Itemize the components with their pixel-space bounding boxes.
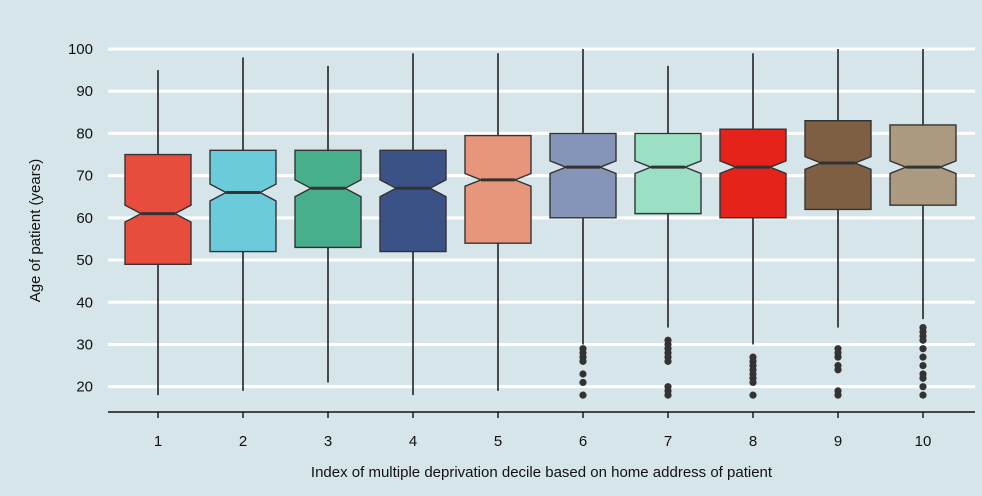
box-group-8 xyxy=(719,53,787,399)
box-group-9 xyxy=(804,49,872,399)
x-tick-label-9: 9 xyxy=(834,433,842,450)
box-group-10 xyxy=(889,49,957,399)
x-tick-label-2: 2 xyxy=(239,433,247,450)
outlier-10-5 xyxy=(919,353,927,361)
box-8 xyxy=(719,128,787,219)
outlier-10-4 xyxy=(919,345,927,353)
x-tick-label-5: 5 xyxy=(494,433,502,450)
outlier-8-6 xyxy=(749,378,757,387)
x-tick-label-10: 10 xyxy=(915,433,932,450)
y-tick-label-50: 50 xyxy=(76,252,93,269)
outlier-7-8 xyxy=(664,391,672,399)
box-group-5 xyxy=(464,53,532,391)
x-tick-label-3: 3 xyxy=(324,433,332,450)
box-3 xyxy=(294,149,362,249)
x-axis-label: Index of multiple deprivation decile bas… xyxy=(311,464,773,481)
y-tick-label-60: 60 xyxy=(76,210,93,227)
boxes xyxy=(124,49,957,399)
box-group-3 xyxy=(294,65,362,383)
x-tick-label-7: 7 xyxy=(664,433,672,450)
box-7 xyxy=(634,132,702,215)
outlier-9-2 xyxy=(834,353,842,361)
y-tick-label-90: 90 xyxy=(76,83,93,100)
y-tick-label-40: 40 xyxy=(76,294,93,311)
x-tick-label-4: 4 xyxy=(409,433,417,450)
box-2 xyxy=(209,149,277,253)
x-tick-label-6: 6 xyxy=(579,433,587,450)
outlier-6-3 xyxy=(579,357,587,365)
outlier-9-4 xyxy=(834,366,842,374)
outlier-10-8 xyxy=(919,374,927,382)
y-tick-label-20: 20 xyxy=(76,379,93,396)
outlier-10-10 xyxy=(919,391,927,399)
outlier-6-6 xyxy=(579,391,587,399)
outlier-8-7 xyxy=(749,391,757,399)
box-group-2 xyxy=(209,57,277,391)
outlier-10-3 xyxy=(919,336,927,344)
x-tick-label-1: 1 xyxy=(154,433,162,450)
box-9 xyxy=(804,120,872,211)
outlier-10-6 xyxy=(919,361,927,370)
box-group-7 xyxy=(634,65,702,399)
y-tick-label-80: 80 xyxy=(76,125,93,142)
y-tick-label-100: 100 xyxy=(68,41,93,58)
box-group-1 xyxy=(124,70,192,396)
outlier-6-5 xyxy=(579,378,587,387)
y-axis-label: Age of patient (years) xyxy=(27,159,44,302)
axes: 20 30 40 50 60 70 80 90 100 1 2 3 4 5 6 7 8 9 10 xyxy=(68,41,975,450)
outlier-9-6 xyxy=(834,391,842,399)
y-tick-label-70: 70 xyxy=(76,168,93,185)
y-tick-label-30: 30 xyxy=(76,336,93,353)
box-4 xyxy=(379,149,447,253)
x-tick-label-8: 8 xyxy=(749,433,757,450)
box-5 xyxy=(464,134,532,244)
box-group-6 xyxy=(549,49,617,399)
box-6 xyxy=(549,132,617,219)
outlier-7-5 xyxy=(664,357,672,365)
outlier-10-9 xyxy=(919,383,927,391)
outlier-6-4 xyxy=(579,370,587,378)
box-10 xyxy=(889,124,957,206)
box-group-4 xyxy=(379,53,447,396)
box-1 xyxy=(124,153,192,265)
